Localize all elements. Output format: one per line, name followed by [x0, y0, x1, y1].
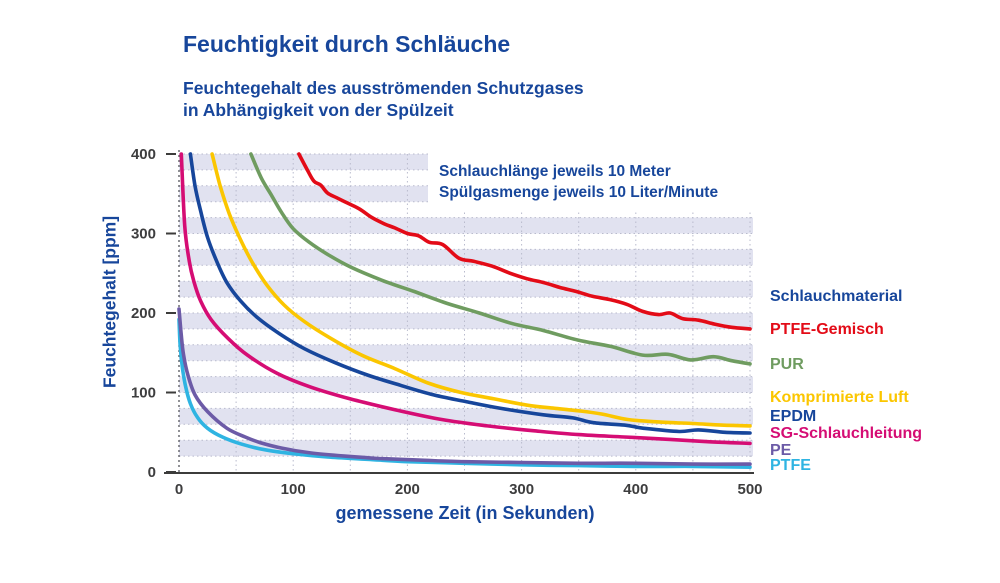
curve-komprimierte-luft [210, 152, 752, 428]
x-tick-label: 100 [281, 481, 306, 498]
y-tick-label: 300 [131, 226, 156, 243]
plot-band [179, 376, 753, 393]
x-tick-label: 400 [623, 481, 648, 498]
legend-item-pur: PUR [770, 356, 804, 373]
y-tick-label: 400 [131, 146, 156, 163]
x-tick-label: 500 [737, 481, 762, 498]
chart-annotation: Schlauchlänge jeweils 10 Meter Spülgasme… [428, 153, 755, 211]
x-axis-title: gemessene Zeit (in Sekunden) [335, 503, 595, 523]
y-tick-label: 0 [148, 464, 156, 481]
legend-item-sg-schlauchleitung: SG-Schlauchleitung [770, 425, 923, 442]
subtitle-line-1: Feuchtegehalt des ausströmenden Schutzga… [183, 78, 584, 98]
annotation-line-2: Spülgasmenge jeweils 10 Liter/Minute [439, 184, 719, 201]
y-tick-label: 200 [131, 305, 156, 322]
plot-band [179, 281, 753, 298]
plot-band [179, 217, 753, 234]
curve-ptfe [177, 317, 752, 469]
page-subtitle: Feuchtegehalt des ausströmenden Schutzga… [183, 77, 584, 121]
plot-band [179, 313, 753, 329]
y-axis-title: Feuchtegehalt [ppm] [99, 215, 120, 389]
legend-item-komprimierte-luft: Komprimierte Luft [770, 389, 909, 406]
x-tick-label: 300 [509, 481, 534, 498]
subtitle-line-2: in Abhängigkeit von der Spülzeit [183, 100, 454, 120]
curve-sg-schlauchleitung [179, 152, 752, 446]
legend-item-ptfe: PTFE [770, 457, 811, 474]
legend: Schlauchmaterial PTFE-Gemisch PUR Kompri… [770, 0, 995, 583]
x-tick-label: 0 [175, 481, 183, 498]
curve-ptfe-gemisch [297, 152, 752, 331]
curve-epdm [188, 152, 752, 435]
y-tick-label: 100 [131, 385, 156, 402]
x-tick-label: 200 [395, 481, 420, 498]
plot-band [179, 249, 753, 266]
plot-band [179, 408, 753, 425]
legend-item-epdm: EPDM [770, 408, 817, 425]
plot-band [179, 440, 753, 457]
legend-item-ptfe-gemisch: PTFE-Gemisch [770, 321, 884, 338]
legend-heading: Schlauchmaterial [770, 288, 903, 305]
page-title: Feuchtigkeit durch Schläuche [183, 31, 511, 57]
curve-pur [249, 152, 752, 366]
annotation-line-1: Schlauchlänge jeweils 10 Meter [439, 163, 671, 180]
curve-pe [177, 307, 752, 466]
legend-item-pe: PE [770, 442, 792, 459]
